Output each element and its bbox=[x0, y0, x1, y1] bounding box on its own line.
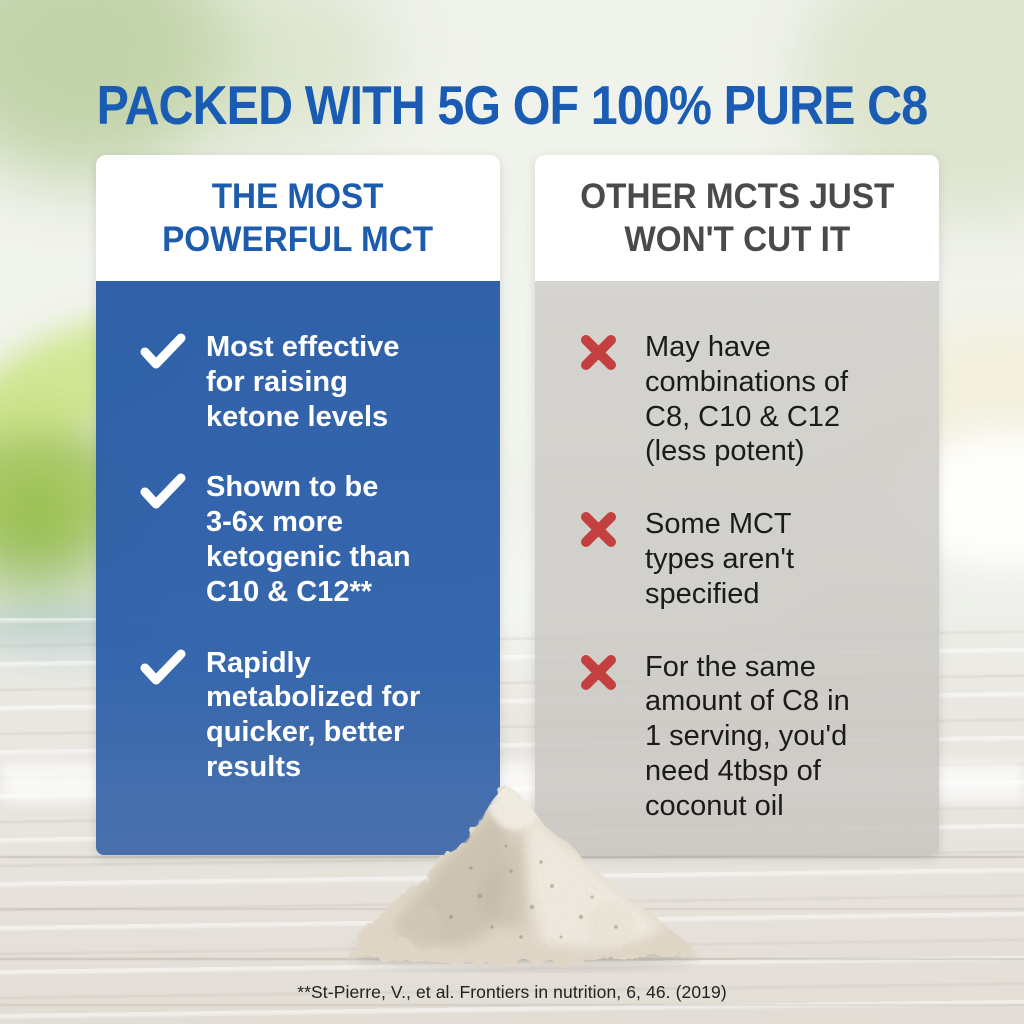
drawback-text: Some MCT types aren't specified bbox=[645, 508, 795, 610]
benefit-item: Rapidly metabolized for quicker, better … bbox=[140, 646, 474, 785]
drawbacks-card-title: OTHER MCTS JUST WON'T CUT IT bbox=[579, 176, 895, 259]
drawback-text: For the same amount of C8 in 1 serving, … bbox=[645, 650, 850, 822]
powder-pile-image bbox=[347, 786, 697, 970]
drawbacks-card-header: OTHER MCTS JUST WON'T CUT IT bbox=[535, 155, 939, 281]
benefit-text: Rapidly metabolized for quicker, better … bbox=[206, 646, 421, 783]
benefit-text: Shown to be 3-6x more ketogenic than C10… bbox=[206, 471, 411, 608]
check-icon bbox=[140, 473, 186, 515]
drawback-item: May have combinations of C8, C10 & C12 (… bbox=[579, 330, 913, 469]
drawback-item: For the same amount of C8 in 1 serving, … bbox=[579, 650, 913, 824]
plank-line bbox=[0, 1004, 1024, 1006]
cross-icon bbox=[579, 333, 625, 377]
benefit-text: Most effective for raising ketone levels bbox=[206, 331, 400, 433]
cross-icon bbox=[579, 510, 625, 554]
benefits-card: THE MOST POWERFUL MCT Most effective for… bbox=[96, 155, 500, 855]
drawback-item: Some MCT types aren't specified bbox=[579, 507, 913, 611]
benefit-item: Most effective for raising ketone levels bbox=[140, 330, 474, 434]
check-icon bbox=[140, 333, 186, 375]
check-icon bbox=[140, 649, 186, 691]
drawbacks-card-body: May have combinations of C8, C10 & C12 (… bbox=[535, 281, 939, 855]
headline: PACKED WITH 5G OF 100% PURE C8 bbox=[96, 74, 929, 136]
drawbacks-card: OTHER MCTS JUST WON'T CUT IT May have co… bbox=[535, 155, 939, 855]
cross-icon bbox=[579, 653, 625, 697]
benefits-card-header: THE MOST POWERFUL MCT bbox=[96, 155, 500, 281]
headline-container: PACKED WITH 5G OF 100% PURE C8 bbox=[0, 66, 1024, 144]
benefits-card-body: Most effective for raising ketone levels… bbox=[96, 281, 500, 855]
benefit-item: Shown to be 3-6x more ketogenic than C10… bbox=[140, 470, 474, 609]
citation-footnote: **St-Pierre, V., et al. Frontiers in nut… bbox=[297, 982, 727, 1002]
benefits-card-title: THE MOST POWERFUL MCT bbox=[162, 176, 434, 259]
drawback-text: May have combinations of C8, C10 & C12 (… bbox=[645, 331, 849, 468]
